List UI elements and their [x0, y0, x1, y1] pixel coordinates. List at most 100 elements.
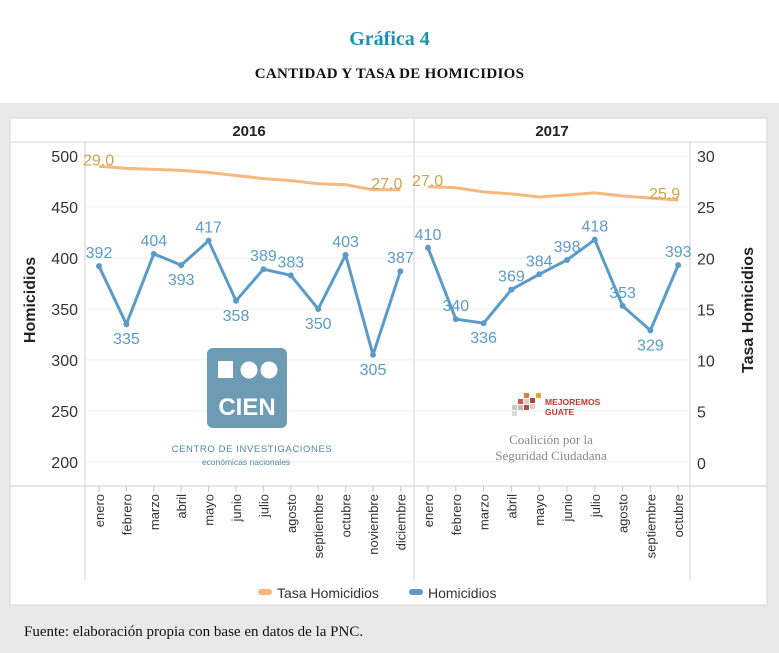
homicidios-point-2016-noviembre	[370, 351, 376, 358]
homicidios-point-2016-octubre	[342, 251, 349, 258]
cien-logo-line1: CENTRO DE INVESTIGACIONES	[172, 444, 333, 455]
homicidios-point-2016-septiembre	[315, 305, 322, 312]
homicidios-point-2017-septiembre	[647, 327, 654, 334]
y-right-tick-0: 0	[697, 456, 706, 473]
homicidios-label-2017-junio: 398	[554, 239, 581, 256]
y-left-tick-350: 350	[51, 302, 78, 319]
homicidios-label-2016-marzo: 404	[140, 233, 167, 250]
x-axis-month-labels: enero febrero marzo abril mayo junio julio agos…	[92, 494, 686, 558]
coalicion-line1: Coalición por la	[509, 432, 593, 447]
y-axis-right-ticks: 0 5 10 15 20 25 30	[697, 149, 715, 473]
homicidios-label-2017-agosto: 353	[609, 285, 636, 302]
legend-homicidios-label: Homicidios	[428, 585, 496, 601]
month-label-2017-junio: junio	[560, 494, 575, 522]
legend-box	[252, 580, 520, 604]
y-right-tick-25: 25	[697, 200, 715, 217]
homicidios-label-2017-octubre: 393	[665, 244, 692, 261]
legend-tasa-swatch	[258, 589, 272, 595]
year-header-2016: 2016	[232, 123, 265, 140]
homicidios-label-2016-septiembre: 350	[305, 316, 332, 333]
chart-frame	[9, 117, 768, 606]
legend: Tasa Homicidios Homicidios	[252, 580, 520, 604]
gridlines	[85, 155, 690, 492]
month-label-2017-enero: enero	[421, 494, 436, 527]
y-left-tick-250: 250	[51, 404, 78, 421]
homicidios-label-2016-mayo: 417	[195, 220, 222, 237]
homicidios-label-2017-abril: 369	[498, 269, 525, 286]
y-left-tick-450: 450	[51, 200, 78, 217]
homicidios-point-2017-julio	[591, 236, 598, 243]
homicidios-line-2017	[426, 238, 680, 332]
month-label-2016-enero: enero	[92, 494, 107, 527]
month-label-2017-agosto: agosto	[616, 494, 631, 533]
y-right-tick-15: 15	[697, 302, 715, 319]
month-label-2016-abril: abril	[174, 494, 189, 519]
mejoremos-guate-logo: MEJOREMOS GUATE Coalición por la Segurid…	[495, 393, 607, 463]
y-right-tick-5: 5	[697, 405, 706, 422]
month-label-2016-junio: junio	[229, 494, 244, 522]
tasa-label-2017-0: 27.0	[412, 173, 443, 190]
mejoremos-guate-logo-mark	[512, 393, 541, 416]
homicidios-label-2016-octubre: 403	[332, 234, 359, 251]
homicidios-point-2017-mayo	[536, 271, 543, 278]
y-axis-left-ticks: 200 250 300 350 400 450 500	[51, 149, 78, 472]
tasa-label-2016-11: 27.0	[371, 176, 402, 193]
series-layer: 29.0 27.0 392 335 404 393 417 358 389 383 350 403 30…	[83, 152, 692, 378]
month-label-2017-mayo: mayo	[532, 494, 547, 526]
homicidios-point-2016-marzo	[150, 250, 157, 257]
y-left-tick-300: 300	[51, 353, 78, 370]
tasa-label-2016-0: 29.0	[83, 152, 114, 169]
homicidios-label-2016-enero: 392	[86, 245, 113, 262]
homicidios-point-2017-abril	[508, 286, 515, 293]
month-label-2017-octubre: octubre	[671, 494, 686, 537]
homicidios-point-2017-enero	[425, 244, 431, 251]
y-left-tick-200: 200	[51, 455, 78, 472]
year-header-2017: 2017	[535, 123, 568, 140]
homicidios-label-2016-agosto: 383	[277, 254, 304, 271]
legend-homicidios-swatch	[409, 589, 423, 595]
homicidios-point-2016-julio	[260, 266, 267, 273]
homicidios-point-2016-diciembre	[397, 268, 404, 275]
cien-logo-line2: económicas nacionales	[202, 457, 290, 467]
y-right-tick-30: 30	[697, 149, 715, 166]
homicidios-point-2016-abril	[178, 262, 185, 269]
cien-logo-circle-1	[240, 361, 258, 379]
homicidios-label-2017-julio: 418	[581, 219, 608, 236]
homicidios-point-2017-agosto	[619, 302, 626, 309]
homicidios-label-2017-marzo: 336	[470, 330, 497, 347]
homicidios-label-2017-febrero: 340	[442, 298, 469, 315]
homicidios-label-2016-junio: 358	[223, 308, 250, 325]
y-right-tick-10: 10	[697, 354, 715, 371]
y-right-tick-20: 20	[697, 251, 715, 268]
homicidios-label-2016-diciembre: 387	[387, 250, 414, 267]
homicidios-label-2017-septiembre: 329	[637, 337, 664, 354]
homicidios-label-2016-noviembre: 305	[360, 362, 387, 379]
legend-tasa-label: Tasa Homicidios	[277, 585, 379, 601]
month-label-2016-julio: julio	[256, 494, 271, 518]
homicidios-point-2017-junio	[564, 257, 570, 264]
y-axis-title-left: Homicidios	[22, 257, 39, 343]
homicidios-label-2017-enero: 410	[415, 227, 442, 244]
source-note: Fuente: elaboración propia con base en d…	[24, 624, 364, 640]
month-label-2016-diciembre: diciembre	[393, 494, 408, 550]
homicidios-label-2016-febrero: 335	[113, 331, 140, 348]
month-label-2017-julio: julio	[588, 494, 603, 518]
month-label-2016-febrero: febrero	[119, 494, 134, 535]
month-label-2017-febrero: febrero	[449, 494, 464, 535]
y-left-tick-500: 500	[51, 149, 78, 166]
mejoremos-line2: GUATE	[545, 407, 574, 417]
tasa-line-2016	[98, 164, 401, 192]
homicidios-label-2016-julio: 389	[250, 248, 277, 265]
month-label-2016-noviembre: noviembre	[366, 494, 381, 555]
homicidios-label-2016-abril: 393	[168, 272, 195, 289]
homicidios-point-2016-junio	[233, 297, 239, 304]
month-label-2016-agosto: agosto	[284, 494, 299, 533]
month-label-2016-octubre: octubre	[339, 494, 354, 537]
month-label-2016-mayo: mayo	[202, 494, 217, 526]
tasa-line-2017	[427, 185, 679, 202]
month-label-2017-marzo: marzo	[477, 494, 492, 530]
coalicion-line2: Seguridad Ciudadana	[495, 448, 607, 463]
homicidios-point-2016-febrero	[123, 321, 130, 328]
homicidios-point-2016-enero	[96, 263, 102, 270]
